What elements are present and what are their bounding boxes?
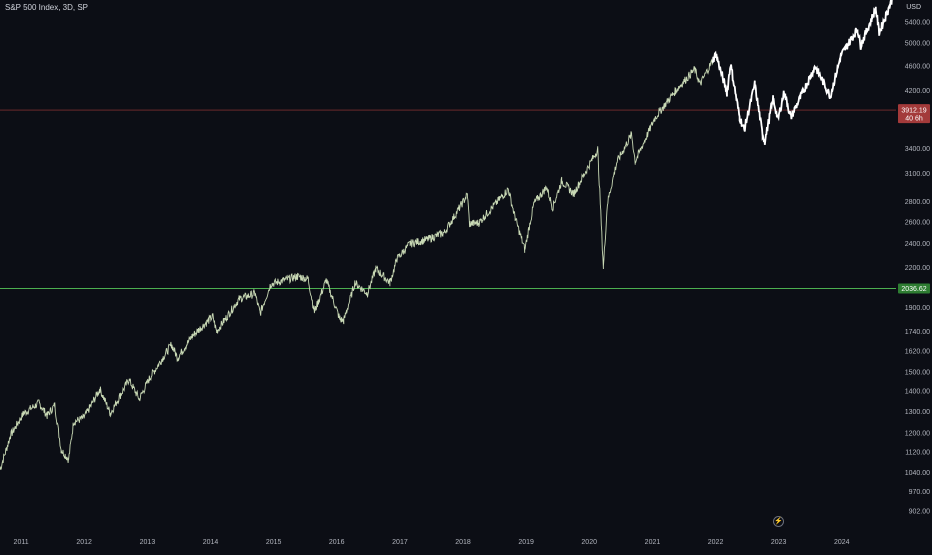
x-tick-label: 2013: [140, 539, 156, 546]
level-tag[interactable]: [898, 283, 930, 294]
x-tick-label: 2024: [834, 539, 850, 546]
reference-lines: [0, 109, 896, 290]
level-value: 2036.62: [901, 286, 926, 293]
x-tick-label: 2020: [581, 539, 597, 546]
lightning-icon[interactable]: ⚡: [773, 516, 784, 527]
y-tick-label: 4200.00: [905, 88, 930, 95]
y-tick-label: 1300.00: [905, 409, 930, 416]
y-tick-label: 1200.00: [905, 431, 930, 438]
x-tick-label: 2017: [392, 539, 408, 546]
price-line-recent: [711, 0, 893, 146]
y-tick-label: 3100.00: [905, 171, 930, 178]
x-tick-label: 2015: [266, 539, 282, 546]
x-tick-label: 2022: [708, 539, 724, 546]
y-tick-label: 1120.00: [905, 450, 930, 457]
y-tick-label: 1040.00: [905, 470, 930, 477]
last-price-value: 3912.19: [901, 108, 926, 115]
x-tick-label: 2012: [76, 539, 92, 546]
x-tick-label: 2018: [455, 539, 471, 546]
y-tick-label: 970.00: [909, 489, 931, 496]
price-line-history: [0, 56, 714, 470]
y-tick-label: 1900.00: [905, 305, 930, 312]
y-tick-label: 2400.00: [905, 241, 930, 248]
y-tick-label: 2800.00: [905, 199, 930, 206]
chart-title[interactable]: S&P 500 Index, 3D, SP: [5, 3, 89, 12]
y-tick-label: 4600.00: [905, 63, 930, 70]
y-tick-label: 2600.00: [905, 219, 930, 226]
y-tick-label: 1500.00: [905, 370, 930, 377]
y-tick-label: 5000.00: [905, 40, 930, 47]
x-tick-label: 2014: [203, 539, 219, 546]
y-tick-label: 3400.00: [905, 146, 930, 153]
y-tick-label: 1620.00: [905, 349, 930, 356]
bar-countdown: 40 6h: [905, 116, 923, 123]
y-tick-label: 5400.00: [905, 19, 930, 26]
y-tick-label: 1740.00: [905, 329, 930, 336]
x-tick-label: 2019: [518, 539, 534, 546]
last-price-tag[interactable]: [898, 104, 930, 124]
y-tick-label: 902.00: [909, 509, 931, 516]
x-tick-label: 2016: [329, 539, 345, 546]
price-series: [0, 0, 893, 470]
y-tick-label: 2200.00: [905, 265, 930, 272]
y-tick-label: 1400.00: [905, 389, 930, 396]
x-tick-label: 2021: [645, 539, 661, 546]
y-axis: 902.00 970.00 1040.00 1120.00 1200.00 1300.00…: [905, 19, 930, 515]
x-tick-label: 2023: [771, 539, 787, 546]
currency-label[interactable]: USD: [906, 4, 921, 11]
x-axis: 2011 2012 2013 2014 2015 2016 2017 2018 2019 2020…: [14, 539, 850, 546]
x-tick-label: 2011: [14, 539, 29, 546]
